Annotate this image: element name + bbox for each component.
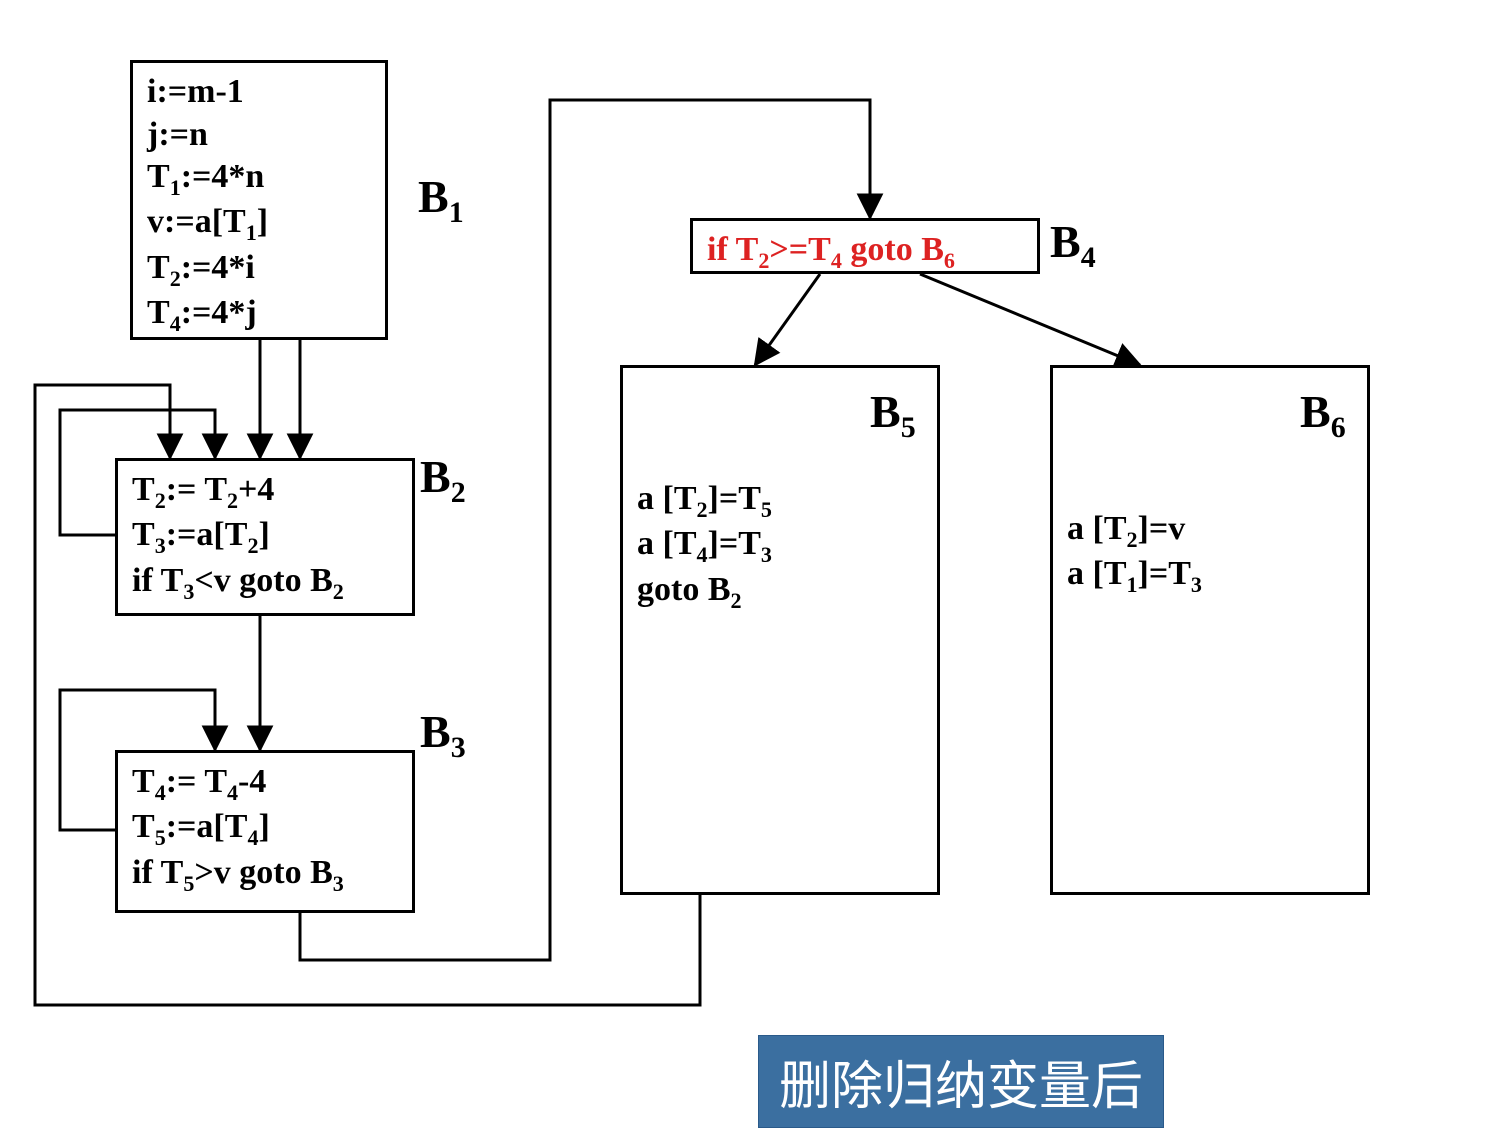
flowchart-canvas: i:=m-1j:=nT1:=4*nv:=a[T1]T2:=4*iT4:=4*j B… bbox=[0, 0, 1490, 1138]
node-b1-line-4: T2:=4*i bbox=[147, 247, 371, 292]
node-b1-line-1: j:=n bbox=[147, 114, 371, 157]
node-b3: T4:= T4-4T5:=a[T4]if T5>v goto B3 bbox=[115, 750, 415, 913]
node-b5-line-0: a [T2]=T5 bbox=[637, 478, 923, 523]
node-b2-line-2: if T3<v goto B2 bbox=[132, 560, 398, 605]
node-b6-line-0: a [T2]=v bbox=[1067, 508, 1353, 553]
label-b4: B4 bbox=[1050, 215, 1096, 275]
node-b1-line-0: i:=m-1 bbox=[147, 71, 371, 114]
node-b4-line-0: if T2>=T4 goto B6 bbox=[707, 229, 1023, 274]
node-b3-line-0: T4:= T4-4 bbox=[132, 761, 398, 806]
label-b6: B6 bbox=[1300, 385, 1346, 445]
node-b1-line-3: v:=a[T1] bbox=[147, 201, 371, 246]
edge-b4-b5 bbox=[755, 274, 820, 365]
node-b1-line-5: T4:=4*j bbox=[147, 292, 371, 337]
node-b2: T2:= T2+4T3:=a[T2]if T3<v goto B2 bbox=[115, 458, 415, 616]
node-b5-line-2: goto B2 bbox=[637, 569, 923, 614]
node-b2-line-1: T3:=a[T2] bbox=[132, 514, 398, 559]
node-b1-line-2: T1:=4*n bbox=[147, 156, 371, 201]
label-b2: B2 bbox=[420, 450, 466, 510]
node-b3-line-1: T5:=a[T4] bbox=[132, 806, 398, 851]
node-b1: i:=m-1j:=nT1:=4*nv:=a[T1]T2:=4*iT4:=4*j bbox=[130, 60, 388, 340]
node-b5-line-1: a [T4]=T3 bbox=[637, 523, 923, 568]
node-b2-line-0: T2:= T2+4 bbox=[132, 469, 398, 514]
node-b3-line-2: if T5>v goto B3 bbox=[132, 852, 398, 897]
label-b5: B5 bbox=[870, 385, 916, 445]
label-b3: B3 bbox=[420, 705, 466, 765]
label-b1: B1 bbox=[418, 170, 464, 230]
caption: 删除归纳变量后 bbox=[758, 1035, 1164, 1128]
node-b6-line-1: a [T1]=T3 bbox=[1067, 553, 1353, 598]
edge-b4-b6 bbox=[920, 274, 1140, 365]
node-b4: if T2>=T4 goto B6 bbox=[690, 218, 1040, 274]
